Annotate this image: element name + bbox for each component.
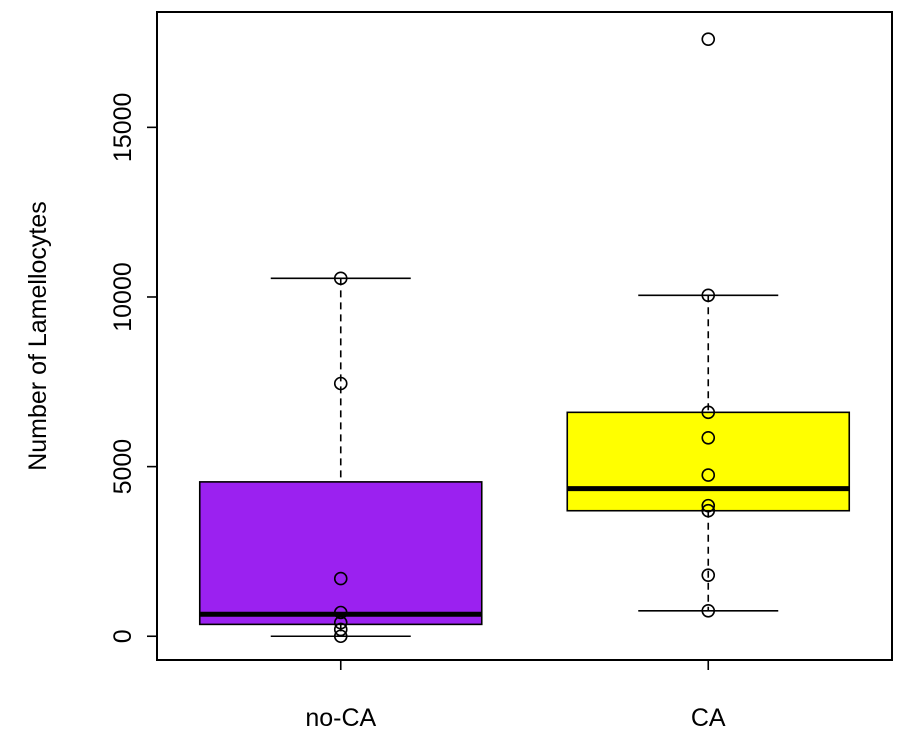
data-point — [701, 405, 716, 420]
data-point — [701, 430, 716, 445]
data-point — [333, 376, 348, 391]
data-point — [701, 498, 716, 513]
box-iqr — [198, 481, 483, 626]
y-tick-label: 0 — [109, 629, 137, 643]
box-group — [566, 32, 851, 618]
y-axis: 0 5000 10000 15000 — [109, 93, 158, 643]
data-point — [333, 622, 348, 637]
data-point — [701, 288, 716, 303]
box-groups — [198, 32, 851, 644]
data-point — [333, 615, 348, 630]
y-tick-label: 5000 — [109, 439, 137, 495]
box-group — [198, 271, 483, 644]
y-tick-label: 15000 — [109, 93, 137, 163]
x-tick-label: CA — [691, 704, 726, 731]
data-point — [701, 604, 716, 618]
y-tick-label: 10000 — [109, 262, 137, 332]
data-point — [333, 271, 348, 286]
data-point — [333, 605, 348, 620]
y-axis-title: Number of Lamellocytes — [24, 201, 52, 471]
data-point — [701, 468, 716, 482]
data-point — [333, 629, 348, 644]
data-point — [701, 32, 716, 46]
x-axis: no-CA CA — [305, 659, 726, 731]
box-iqr — [566, 411, 851, 512]
data-point — [701, 568, 716, 582]
data-point — [701, 503, 716, 518]
x-tick-label: no-CA — [305, 704, 376, 731]
data-point — [333, 571, 348, 586]
